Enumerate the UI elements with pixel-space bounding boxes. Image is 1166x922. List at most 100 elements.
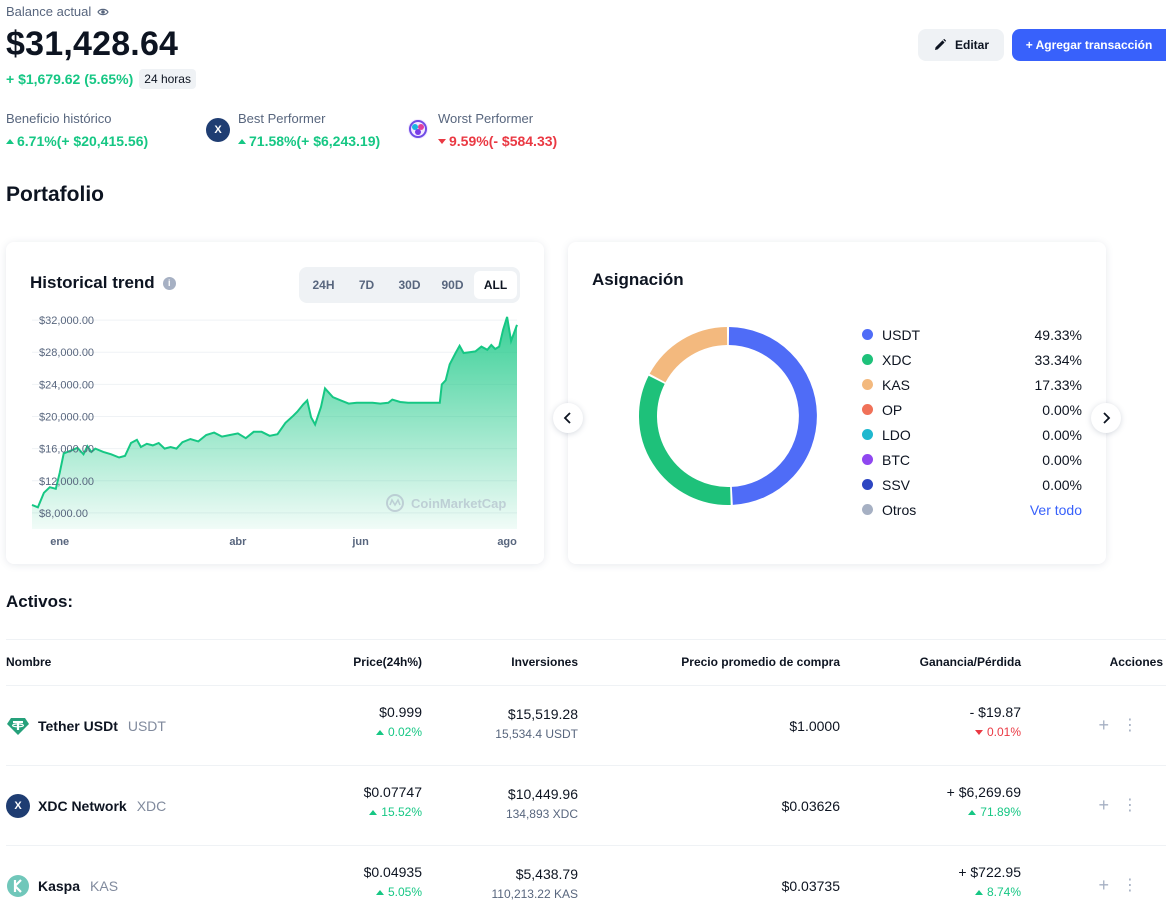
investment-cell: $10,449.96 134,893 XDC xyxy=(506,786,578,821)
x-axis-ticks: ene abr jun ago xyxy=(50,536,517,548)
donut-slice-xdc[interactable] xyxy=(639,375,731,505)
table-row[interactable]: Tether USDt USDT $0.999 0.02% $15,519.28… xyxy=(6,686,1166,766)
assets-heading: Activos: xyxy=(6,592,74,611)
carousel-next-button[interactable] xyxy=(1091,403,1121,433)
col-investment[interactable]: Inversiones xyxy=(511,655,578,669)
add-transaction-icon[interactable]: + xyxy=(1098,715,1109,735)
stat-value-text: 71.58%(+ $6,243.19) xyxy=(249,133,381,149)
tether-icon xyxy=(7,718,29,735)
carousel-prev-button[interactable] xyxy=(553,403,583,433)
legend-name: USDT xyxy=(882,326,921,343)
balance-label: Balance actual xyxy=(6,4,92,19)
allocation-title: Asignación xyxy=(592,270,684,289)
legend-name: OP xyxy=(882,401,903,418)
balance-change-row: + $1,679.62 (5.65%) 24 horas xyxy=(6,69,196,89)
legend-row-others: Otros Ver todo xyxy=(862,497,1082,522)
edit-button[interactable]: Editar xyxy=(918,29,1004,61)
range-30d[interactable]: 30D xyxy=(398,278,421,292)
info-icon[interactable]: i xyxy=(162,276,176,290)
legend-row-ssv: SSV 0.00% xyxy=(862,472,1082,497)
range-7d[interactable]: 7D xyxy=(358,278,375,292)
balance-change: + $1,679.62 (5.65%) xyxy=(6,71,134,87)
assets-table: Nombre Price(24h%) Inversiones Precio pr… xyxy=(6,639,1166,922)
investment-value: $15,519.28 xyxy=(507,706,578,722)
add-transaction-icon[interactable]: + xyxy=(1098,875,1109,895)
y-axis-ticks: $32,000.00 $28,000.00 $24,000.00 $20,000.00… xyxy=(39,315,94,520)
balance-value: $31,428.64 xyxy=(6,25,179,63)
caret-up-icon xyxy=(238,138,246,144)
pnl-cell: + $6,269.69 71.89% xyxy=(947,784,1021,819)
caret-up-icon xyxy=(968,809,977,815)
legend-dot xyxy=(862,354,873,365)
more-options-icon[interactable]: ⋮ xyxy=(1122,717,1138,734)
allocation-card: Asignación USDT 49.33% XDC 33.34% KAS 17… xyxy=(568,242,1106,564)
pnl-change: 71.89% xyxy=(947,805,1021,819)
coin-name: Tether USDt xyxy=(38,718,118,734)
donut-slice-kas[interactable] xyxy=(649,327,728,383)
add-transaction-icon[interactable]: + xyxy=(1098,795,1109,815)
caret-down-icon xyxy=(974,729,983,735)
coin-name-cell: Tether USDt USDT xyxy=(6,714,166,738)
caret-up-icon xyxy=(375,889,384,895)
pnl-change-text: 8.74% xyxy=(986,885,1021,899)
y-tick-label: $24,000.00 xyxy=(39,379,94,391)
eye-icon[interactable] xyxy=(97,6,109,18)
x-tick-label: abr xyxy=(229,536,247,548)
chart-line xyxy=(31,316,518,509)
x-tick-label: jun xyxy=(351,536,369,548)
pnl-change: 8.74% xyxy=(958,885,1021,899)
col-name[interactable]: Nombre xyxy=(6,655,52,669)
avg-price-cell: $0.03626 xyxy=(781,798,840,814)
coinmarketcap-watermark: CoinMarketCap xyxy=(386,494,506,512)
donut-slice-usdt[interactable] xyxy=(728,327,817,505)
stat-value: 71.58%(+ $6,243.19) xyxy=(238,133,380,149)
legend-dot xyxy=(862,429,873,440)
range-all[interactable]: ALL xyxy=(474,271,517,299)
table-row[interactable]: X XDC Network XDC $0.07747 15.52% $10,44… xyxy=(6,766,1166,846)
legend-name: XDC xyxy=(882,351,912,368)
investment-value: $5,438.79 xyxy=(515,866,578,882)
stat-label: Beneficio histórico xyxy=(6,111,112,126)
price-value: $0.999 xyxy=(379,704,422,720)
caret-down-icon xyxy=(438,138,446,144)
col-pnl[interactable]: Ganancia/Pérdida xyxy=(919,655,1021,669)
y-tick-label: $16,000.00 xyxy=(39,444,94,456)
range-90d[interactable]: 90D xyxy=(441,278,464,292)
caret-up-icon xyxy=(369,809,378,815)
chart-area xyxy=(32,316,517,529)
legend-row-usdt: USDT 49.33% xyxy=(862,322,1082,347)
stat-value-text: 9.59%(- $584.33) xyxy=(449,133,558,149)
investment-cell: $5,438.79 110,213.22 KAS xyxy=(491,866,578,901)
stat-value: 9.59%(- $584.33) xyxy=(438,133,557,149)
more-options-icon[interactable]: ⋮ xyxy=(1122,797,1138,814)
view-all-link[interactable]: Ver todo xyxy=(1029,501,1082,518)
watermark-text: CoinMarketCap xyxy=(411,496,506,511)
stat-value: 6.71%(+ $20,415.56) xyxy=(6,133,148,149)
price-change: 5.05% xyxy=(364,885,422,899)
trend-title: Historical trend xyxy=(30,273,155,292)
holdings-value: 15,534.4 USDT xyxy=(495,727,578,741)
table-row[interactable]: Kaspa KAS $0.04935 5.05% $5,438.79 110,2… xyxy=(6,846,1166,922)
legend-row-ldo: LDO 0.00% xyxy=(862,422,1082,447)
col-price[interactable]: Price(24h%) xyxy=(353,655,422,669)
more-options-icon[interactable]: ⋮ xyxy=(1122,877,1138,894)
worst-performer-coin-icon xyxy=(408,119,428,139)
avg-price-cell: $0.03735 xyxy=(781,878,840,894)
coin-symbol: KAS xyxy=(90,878,119,894)
coin-symbol: USDT xyxy=(127,718,166,734)
add-transaction-button[interactable]: + Agregar transacción xyxy=(1012,29,1166,61)
range-24h[interactable]: 24H xyxy=(312,278,335,292)
historical-trend-card: Historical trend i 24H 7D 30D 90D ALL $3… xyxy=(6,242,544,564)
avg-price-cell: $1.0000 xyxy=(789,718,840,734)
stat-label: Worst Performer xyxy=(438,111,534,126)
stat-historic-profit: Beneficio histórico 6.71%(+ $20,415.56) xyxy=(6,111,148,149)
y-tick-label: $32,000.00 xyxy=(39,315,94,327)
legend-dot xyxy=(862,329,873,340)
y-tick-label: $12,000.00 xyxy=(39,476,94,488)
pnl-change-text: 0.01% xyxy=(986,725,1021,739)
stat-label: Best Performer xyxy=(238,111,326,126)
price-change-text: 5.05% xyxy=(387,885,422,899)
col-avg-price[interactable]: Precio promedio de compra xyxy=(681,655,840,669)
legend-name: LDO xyxy=(882,426,911,443)
holdings-value: 110,213.22 KAS xyxy=(491,887,578,901)
